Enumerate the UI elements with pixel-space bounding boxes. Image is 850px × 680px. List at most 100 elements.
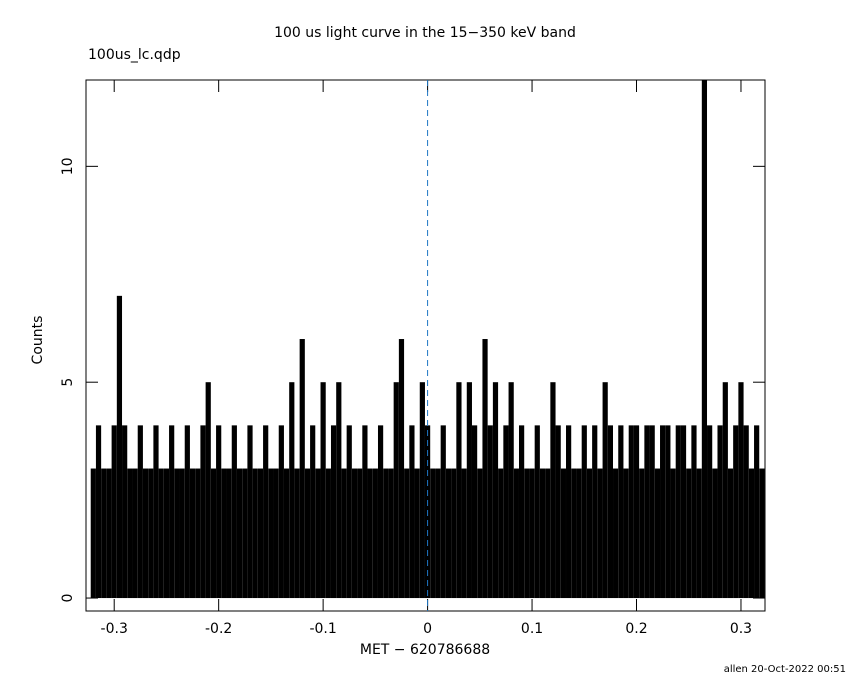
x-tick-label: 0.3 xyxy=(730,621,752,637)
count-bar xyxy=(602,382,608,599)
count-bar xyxy=(519,425,525,599)
count-bar xyxy=(325,468,331,599)
count-bar xyxy=(613,468,619,599)
count-bar xyxy=(398,339,405,599)
count-bar xyxy=(660,425,666,599)
count-bar xyxy=(435,468,441,599)
count-bar xyxy=(508,382,514,599)
count-bar xyxy=(545,468,551,599)
count-bar xyxy=(169,425,175,599)
count-bar xyxy=(158,468,164,599)
count-bar xyxy=(534,425,540,599)
count-bar xyxy=(142,468,149,599)
count-bar xyxy=(90,468,96,599)
count-bar xyxy=(268,468,274,599)
chart-subtitle: 100us_lc.qdp xyxy=(88,47,181,63)
count-bar xyxy=(346,425,352,599)
chart-title: 100 us light curve in the 15−350 keV ban… xyxy=(274,25,576,41)
x-tick-label: -0.1 xyxy=(309,621,336,637)
count-bar xyxy=(106,468,112,599)
count-bar xyxy=(759,468,765,599)
count-bar xyxy=(148,468,154,599)
count-bar xyxy=(492,382,499,599)
count-bar xyxy=(362,425,368,599)
count-bar xyxy=(393,382,399,599)
count-bar xyxy=(189,468,196,599)
count-bar xyxy=(712,468,718,599)
count-bar xyxy=(184,425,190,599)
count-bar xyxy=(451,468,457,599)
count-bar xyxy=(581,425,587,599)
count-bar xyxy=(383,468,389,599)
count-bar xyxy=(278,425,284,599)
count-bar xyxy=(471,425,478,599)
count-bar xyxy=(341,468,347,599)
count-bar xyxy=(351,468,358,599)
count-bar xyxy=(299,339,305,599)
count-bar xyxy=(367,468,373,599)
count-bar xyxy=(430,468,436,599)
count-bar xyxy=(539,468,546,599)
count-bar xyxy=(137,425,143,599)
count-bar xyxy=(576,468,582,599)
x-tick-label: 0.1 xyxy=(521,621,543,637)
count-bar xyxy=(566,425,572,599)
count-bar xyxy=(738,382,744,599)
count-bar xyxy=(404,468,410,599)
count-bar xyxy=(487,425,493,599)
count-bar xyxy=(122,425,128,599)
count-bar xyxy=(257,468,264,599)
count-bar xyxy=(153,425,159,599)
count-bar xyxy=(231,425,237,599)
count-bar xyxy=(701,80,708,599)
count-bar xyxy=(294,468,300,599)
count-bar xyxy=(388,468,394,599)
count-bar xyxy=(743,425,749,599)
count-bar xyxy=(623,468,629,599)
count-bar xyxy=(116,295,123,599)
count-bar xyxy=(592,425,598,599)
y-axis-label: Counts xyxy=(30,316,46,365)
x-tick-label: -0.3 xyxy=(101,621,128,637)
count-bar xyxy=(242,468,248,599)
count-bar xyxy=(330,425,337,599)
count-bar xyxy=(748,468,755,599)
count-bar xyxy=(127,468,133,599)
count-bar xyxy=(174,468,180,599)
count-bar xyxy=(639,468,645,599)
x-tick-label: 0 xyxy=(423,621,432,637)
count-bar xyxy=(289,382,295,599)
count-bar xyxy=(524,468,530,599)
count-bar xyxy=(263,425,269,599)
count-bar xyxy=(95,425,102,599)
x-tick-label: 0.2 xyxy=(625,621,647,637)
plot-frame xyxy=(85,79,766,612)
count-bar xyxy=(315,468,321,599)
count-bar xyxy=(226,468,232,599)
count-bar xyxy=(440,425,446,599)
count-bar xyxy=(691,425,697,599)
count-bar xyxy=(320,382,326,599)
count-bar xyxy=(236,468,243,599)
count-bar xyxy=(456,382,462,599)
count-bar xyxy=(336,382,342,599)
count-bar xyxy=(597,468,603,599)
y-tick-label: 10 xyxy=(60,157,76,175)
count-bar xyxy=(618,425,624,599)
count-bar xyxy=(754,425,760,599)
count-bar xyxy=(670,468,676,599)
count-bar xyxy=(101,468,107,599)
count-bar xyxy=(513,468,519,599)
x-tick-label: -0.2 xyxy=(205,621,232,637)
count-bar xyxy=(717,425,723,599)
count-bar xyxy=(696,468,702,599)
count-bar xyxy=(628,425,634,599)
y-tick-label: 5 xyxy=(60,378,76,387)
count-bar xyxy=(466,382,472,599)
count-bar xyxy=(555,425,561,599)
count-bar xyxy=(477,468,483,599)
count-bar xyxy=(210,468,217,599)
count-bar xyxy=(654,468,661,599)
count-bar xyxy=(252,468,258,599)
